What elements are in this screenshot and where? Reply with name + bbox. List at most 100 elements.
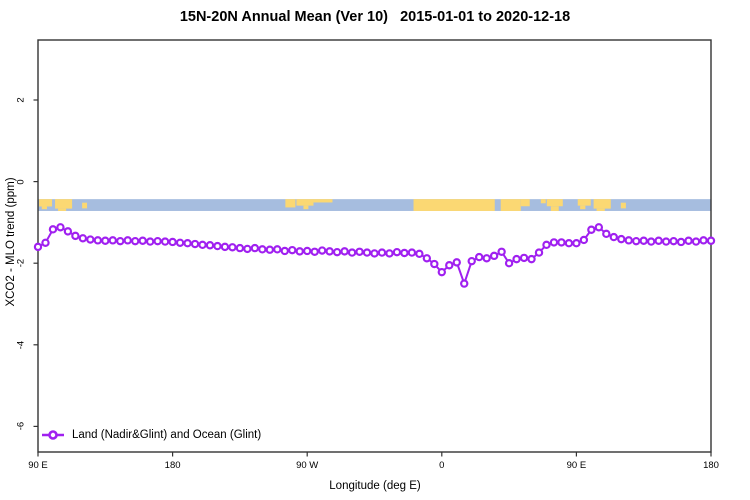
- map-band-land-patch: [577, 199, 591, 206]
- data-point-marker: [467, 256, 476, 266]
- data-point-marker: [48, 225, 58, 234]
- data-point-marker: [288, 245, 297, 255]
- map-band-land-patch: [55, 199, 73, 209]
- y-tick-label: -4: [15, 340, 27, 350]
- y-tick-label: -6: [15, 422, 27, 431]
- data-point-marker: [273, 245, 282, 254]
- data-point-marker: [430, 259, 439, 269]
- data-point-marker: [639, 236, 648, 245]
- x-tick-label: 90 W: [296, 460, 319, 471]
- data-point-marker: [706, 236, 716, 245]
- data-point-marker: [78, 234, 88, 243]
- data-point-marker: [542, 240, 551, 250]
- data-point-marker: [609, 232, 618, 242]
- map-band-land-patch: [413, 199, 495, 211]
- data-point-marker: [699, 236, 708, 245]
- data-point-marker: [415, 249, 424, 259]
- data-point-marker: [33, 242, 43, 252]
- data-point-marker: [190, 239, 200, 249]
- data-point-marker: [123, 236, 132, 245]
- data-point-marker: [534, 248, 544, 257]
- data-point-marker: [325, 247, 334, 256]
- y-axis-title: XCO2 - MLO trend (ppm): [5, 177, 17, 307]
- map-band-land-patch: [82, 202, 88, 209]
- data-point-marker: [646, 237, 656, 246]
- data-point-marker: [362, 248, 372, 257]
- data-point-marker: [205, 241, 215, 250]
- data-point-marker: [183, 239, 192, 248]
- map-band-land-patch: [285, 199, 296, 208]
- data-point-marker: [504, 259, 514, 268]
- data-point-marker: [385, 249, 394, 258]
- data-point-marker: [41, 238, 50, 247]
- data-point-marker: [661, 237, 671, 246]
- data-point-marker: [422, 254, 432, 263]
- map-band-land-patch: [520, 199, 530, 207]
- data-point-marker: [654, 236, 663, 245]
- data-point-marker: [377, 248, 387, 257]
- chart-title: 15N-20N Annual Mean (Ver 10) 2015-01-01 …: [179, 9, 571, 25]
- data-point-marker: [460, 279, 469, 288]
- data-point-marker: [280, 246, 289, 256]
- data-point-marker: [445, 261, 454, 270]
- map-band-land-patch: [540, 199, 546, 204]
- data-point-marker: [684, 236, 693, 245]
- x-tick-label: 0: [439, 460, 445, 471]
- data-point-marker: [669, 236, 678, 246]
- data-point-marker: [497, 247, 506, 256]
- data-point-marker: [407, 248, 417, 257]
- data-point-marker: [250, 243, 260, 253]
- data-point-marker: [198, 240, 207, 250]
- data-point-marker: [131, 236, 140, 246]
- data-point-marker: [145, 237, 155, 246]
- map-band-land-patch: [39, 199, 53, 207]
- x-tick-label: 90 E: [28, 460, 48, 471]
- x-tick-label: 90 E: [566, 460, 587, 471]
- data-point-marker: [400, 248, 409, 258]
- y-tick-label: 2: [15, 97, 27, 103]
- data-point-marker: [355, 247, 364, 256]
- data-point-marker: [71, 231, 80, 241]
- data-point-marker: [370, 249, 379, 258]
- data-point-marker: [243, 244, 252, 254]
- data-point-marker: [93, 236, 103, 245]
- data-point-marker: [557, 238, 566, 247]
- map-band-land-patch: [303, 205, 309, 210]
- data-point-marker: [332, 247, 342, 257]
- data-point-marker: [116, 236, 125, 246]
- map-band-land-patch: [546, 199, 563, 207]
- data-point-marker: [63, 227, 73, 236]
- x-axis-title: Longitude (deg E): [329, 480, 421, 492]
- data-point-marker: [138, 236, 147, 245]
- data-point-marker: [587, 225, 596, 234]
- data-point-marker: [549, 238, 559, 247]
- legend-marker-icon: [48, 430, 58, 440]
- map-band-land-patch: [580, 205, 586, 210]
- data-point-marker: [482, 254, 491, 263]
- data-point-marker: [265, 245, 275, 254]
- data-point-marker: [160, 237, 170, 246]
- data-point-marker: [168, 237, 177, 247]
- map-band-land-patch: [313, 199, 333, 203]
- data-point-marker: [572, 239, 581, 248]
- data-point-marker: [519, 253, 529, 263]
- data-point-marker: [564, 239, 574, 248]
- x-tick-label: 180: [164, 460, 181, 471]
- data-point-marker: [295, 247, 304, 256]
- data-point-marker: [347, 248, 357, 257]
- data-point-marker: [101, 236, 110, 245]
- data-point-marker: [437, 267, 446, 277]
- map-band-land-patch: [550, 206, 559, 211]
- data-point-marker: [213, 241, 222, 251]
- data-point-marker: [452, 258, 461, 267]
- data-point-marker: [56, 223, 65, 232]
- data-point-marker: [310, 247, 319, 256]
- map-band-land-patch: [41, 206, 47, 210]
- data-point-marker: [594, 223, 604, 232]
- data-point-marker: [676, 237, 686, 247]
- data-point-marker: [86, 235, 95, 244]
- data-point-marker: [153, 236, 162, 246]
- data-point-marker: [617, 234, 626, 244]
